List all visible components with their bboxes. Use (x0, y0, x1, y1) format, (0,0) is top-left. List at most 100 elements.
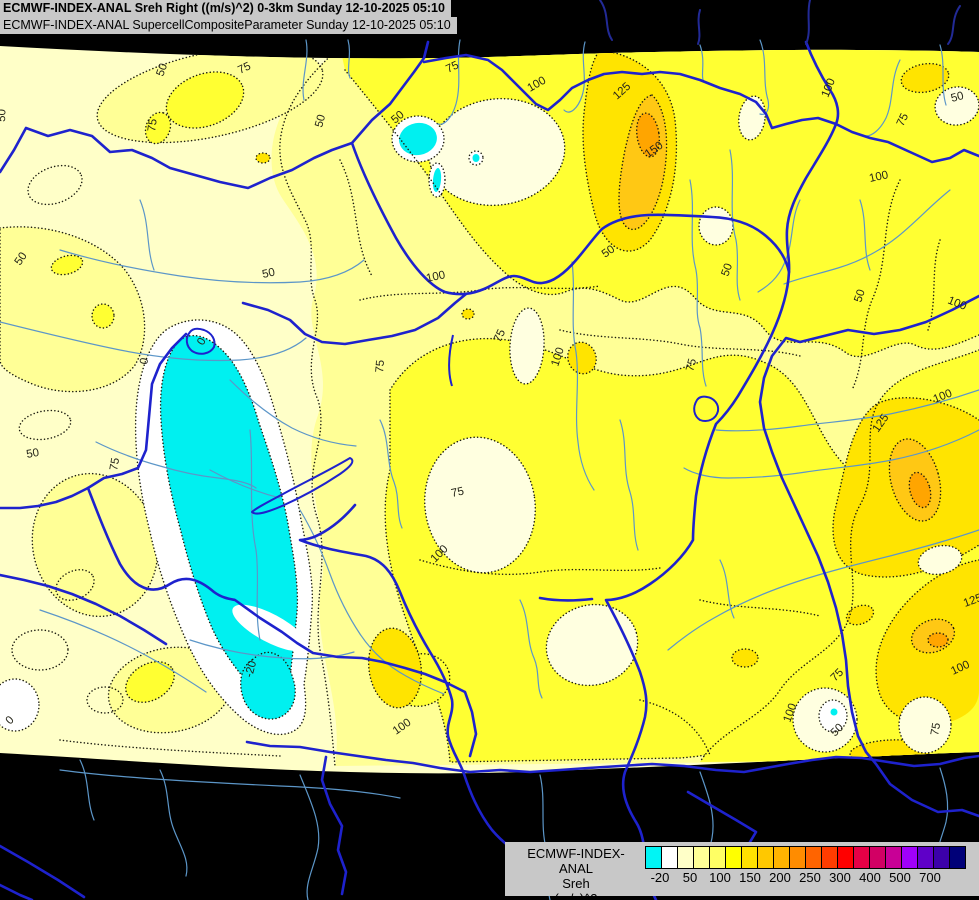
river-line (249, 429, 261, 641)
contour-label: 50 (261, 267, 276, 281)
river-line (59, 249, 365, 284)
legend-tick-label: 500 (889, 870, 911, 885)
deep-orange-core (908, 471, 932, 509)
legend-swatch (837, 846, 854, 869)
pale-pocket (698, 206, 734, 246)
contour-label: 125 (962, 592, 979, 610)
river-line (805, 0, 811, 45)
gold-blob (461, 308, 475, 320)
shading-layer (0, 46, 979, 774)
river-line (139, 199, 155, 271)
river-line (299, 509, 445, 695)
river-line (783, 189, 951, 285)
mura-river (0, 573, 168, 646)
river-line (729, 149, 741, 301)
rivers-thick-layer (0, 40, 979, 900)
contour-label: 75 (895, 112, 911, 129)
contour-label: 75 (374, 359, 387, 373)
legend-ticks: -20 50 100 150 200 250 300 400 500 700 (645, 868, 967, 886)
pale-pocket (545, 603, 639, 687)
contour-label: 100 (868, 169, 889, 185)
lakes-layer (185, 327, 720, 515)
legend-tick-label: 300 (829, 870, 851, 885)
deep-orange-core (927, 632, 949, 648)
legend-swatch (885, 846, 902, 869)
contour-label: 0 (138, 357, 151, 366)
danube-upper-morava (0, 40, 430, 190)
light-yellow-sw (0, 226, 146, 393)
contour-label: 50 (0, 109, 8, 122)
legend-tick-label: 250 (799, 870, 821, 885)
contour-label: 50 (25, 447, 40, 461)
legend-swatch (917, 846, 934, 869)
river-line (947, 5, 961, 45)
gold-blob (845, 604, 875, 626)
river-line (719, 559, 735, 619)
pale-pocket (917, 544, 963, 576)
raba-river (241, 292, 468, 346)
legend-tick-label: 700 (919, 870, 941, 885)
gold-blob (255, 152, 271, 164)
color-legend: ECMWF-INDEX-ANAL Sreh (m/s)^2 -20 50 100 15… (505, 842, 979, 900)
river-line (159, 769, 188, 877)
river-line (683, 429, 979, 479)
legend-swatch (677, 846, 694, 869)
contour-label: 50 (852, 288, 867, 304)
yellow-blob (50, 254, 84, 276)
river-line (79, 759, 95, 821)
contour-label: 100 (425, 269, 446, 285)
legend-model: ECMWF-INDEX-ANAL (527, 846, 625, 876)
legend-units: (m/s)^2 (554, 891, 598, 900)
river-line (299, 774, 320, 900)
legend-swatch (709, 846, 726, 869)
yellow-blob (165, 71, 245, 129)
contour-label: 50 (720, 262, 736, 278)
river-line (667, 529, 979, 651)
river-line (715, 389, 979, 432)
contour-label: 50 (950, 90, 965, 105)
contour-label: 75 (929, 722, 943, 737)
contour-label: 75 (492, 328, 508, 345)
contour-label: -20 (243, 660, 259, 679)
legend-swatch (773, 846, 790, 869)
legend-swatch (821, 846, 838, 869)
cyan-patch-south (239, 651, 296, 720)
yellow-blob (91, 303, 115, 329)
tisza-branch (538, 596, 594, 602)
yellow-blob (144, 111, 172, 145)
legend-swatch (901, 846, 918, 869)
cyan-spot (472, 154, 480, 162)
river-line (619, 419, 639, 551)
legend-swatch (789, 846, 806, 869)
cyan-spot (399, 122, 437, 156)
gold-blob (567, 341, 597, 375)
pale-pocket (509, 307, 545, 385)
west-border (0, 332, 188, 510)
river-line (519, 599, 543, 699)
gold-blob (900, 62, 950, 94)
river-line (571, 261, 595, 491)
danube-middle (350, 141, 791, 296)
header-title-line2: ECMWF-INDEX-ANAL SupercellCompositeParam… (0, 17, 457, 34)
legend-swatch (757, 846, 774, 869)
contour-label: 75 (108, 457, 122, 472)
legend-swatch (933, 846, 950, 869)
contour-label: 75 (236, 60, 253, 76)
sw-corner-river (0, 844, 86, 899)
border-south-tail (320, 755, 348, 896)
contour-label: 75 (684, 357, 699, 372)
contour-label: 50 (155, 62, 171, 78)
legend-swatch (645, 846, 662, 869)
legend-swatch (693, 846, 710, 869)
legend-swatch (949, 846, 966, 869)
legend-swatch (725, 846, 742, 869)
river-line (59, 769, 401, 799)
legend-swatch (741, 846, 758, 869)
contour-layer (11, 46, 979, 767)
river-line (302, 39, 308, 101)
legend-tick-label: 50 (682, 870, 698, 885)
danube-south (298, 503, 542, 866)
river-line (859, 199, 871, 271)
contour-label: 50 (313, 113, 328, 128)
east-border (758, 294, 979, 818)
